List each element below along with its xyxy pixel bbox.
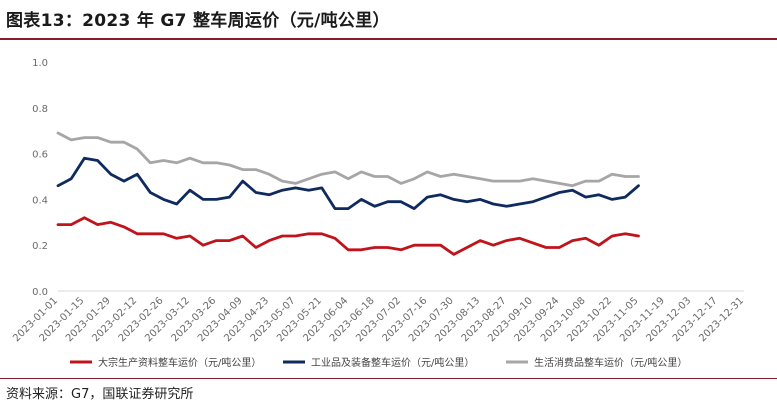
chart-title: 图表13：2023 年 G7 整车周运价（元/吨公里）	[6, 11, 390, 31]
series-lines	[56, 131, 640, 256]
y-tick-label: 0.6	[32, 150, 48, 161]
series-line-2	[56, 156, 640, 211]
y-tick-label: 0.0	[32, 287, 48, 298]
y-tick-label: 0.2	[32, 241, 48, 252]
y-tick-label: 0.4	[32, 195, 48, 206]
series-line-1	[56, 216, 640, 256]
title-divider	[0, 38, 777, 40]
y-tick-label: 0.8	[32, 104, 48, 115]
footer-divider	[0, 378, 777, 379]
legend-label: 生活消费品整车运价（元/吨公里）	[534, 356, 687, 369]
x-tick-label: 2023-01-01	[11, 295, 60, 344]
x-axis: 2023-01-012023-01-152023-01-292023-02-12…	[11, 290, 746, 344]
legend: 大宗生产资料整车运价（元/吨公里） 工业品及装备整车运价（元/吨公里） 生活消费品整…	[70, 356, 687, 369]
y-axis: 0.0 0.2 0.4 0.6 0.8 1.0	[32, 58, 48, 298]
legend-label: 工业品及装备整车运价（元/吨公里）	[311, 356, 474, 369]
y-tick-label: 1.0	[32, 58, 48, 69]
source-note: 资料来源：G7，国联证券研究所	[6, 387, 194, 402]
series-line-3	[56, 131, 640, 188]
line-chart: 0.0 0.2 0.4 0.6 0.8 1.0 2023-01-012023-01-152…	[11, 58, 746, 369]
legend-label: 大宗生产资料整车运价（元/吨公里）	[98, 356, 261, 369]
